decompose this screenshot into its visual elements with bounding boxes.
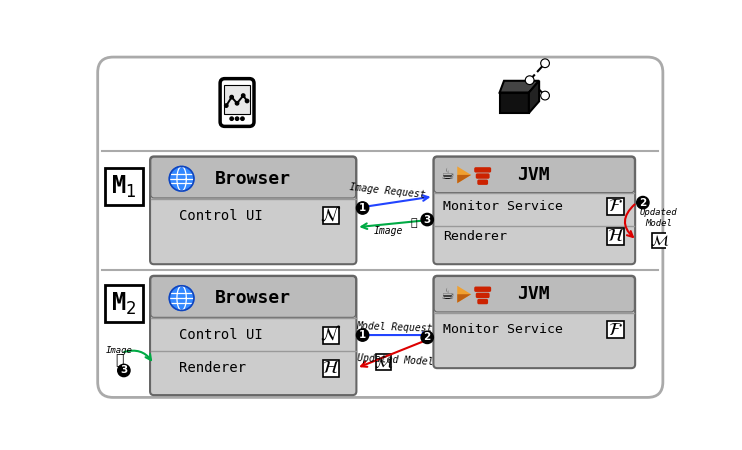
Circle shape — [230, 95, 233, 99]
Text: Browser: Browser — [214, 289, 291, 307]
Polygon shape — [529, 81, 539, 113]
Text: $\mathcal{H}$: $\mathcal{H}$ — [322, 359, 340, 377]
Text: 🌄: 🌄 — [411, 218, 418, 229]
Text: Control UI: Control UI — [180, 209, 263, 223]
Bar — [652, 233, 668, 248]
Circle shape — [421, 213, 433, 226]
FancyBboxPatch shape — [433, 276, 635, 368]
Circle shape — [225, 104, 228, 107]
FancyBboxPatch shape — [476, 292, 490, 298]
FancyBboxPatch shape — [434, 157, 634, 193]
Circle shape — [240, 117, 244, 120]
Text: JVM: JVM — [517, 285, 550, 303]
Bar — [323, 360, 340, 377]
Text: $\mathcal{F}$: $\mathcal{F}$ — [608, 198, 623, 216]
Circle shape — [235, 102, 239, 105]
Text: Renderer: Renderer — [443, 230, 507, 243]
Text: 1: 1 — [359, 203, 367, 213]
Text: 3: 3 — [120, 365, 128, 375]
Text: $\mathcal{M}$: $\mathcal{M}$ — [374, 355, 393, 369]
Circle shape — [356, 202, 369, 214]
Circle shape — [541, 59, 549, 68]
Circle shape — [118, 364, 130, 377]
FancyBboxPatch shape — [477, 180, 488, 185]
Text: 1: 1 — [359, 330, 367, 340]
Bar — [607, 228, 623, 245]
Text: Browser: Browser — [214, 170, 291, 188]
Polygon shape — [457, 166, 471, 183]
Bar — [323, 327, 340, 343]
FancyBboxPatch shape — [434, 277, 634, 312]
FancyBboxPatch shape — [151, 157, 355, 198]
Bar — [105, 285, 143, 322]
Text: 3: 3 — [424, 215, 431, 225]
Circle shape — [637, 197, 649, 209]
Polygon shape — [457, 294, 471, 303]
Text: $\mathcal{H}$: $\mathcal{H}$ — [606, 228, 624, 246]
Circle shape — [246, 99, 249, 103]
Bar — [607, 198, 623, 215]
Text: Updated Model: Updated Model — [356, 353, 433, 368]
Text: $\mathcal{N}$: $\mathcal{N}$ — [321, 325, 341, 345]
Text: M$_1$: M$_1$ — [111, 173, 137, 199]
FancyBboxPatch shape — [150, 157, 356, 264]
FancyBboxPatch shape — [151, 277, 355, 317]
Text: $\mathcal{M}$: $\mathcal{M}$ — [650, 233, 669, 248]
Circle shape — [169, 166, 194, 191]
Text: Updated
Model: Updated Model — [640, 208, 677, 228]
Circle shape — [421, 331, 433, 343]
Polygon shape — [499, 93, 529, 113]
Circle shape — [169, 286, 194, 310]
Bar — [607, 321, 623, 338]
FancyBboxPatch shape — [476, 173, 490, 179]
FancyBboxPatch shape — [150, 276, 356, 395]
Text: JVM: JVM — [517, 166, 550, 184]
Text: Monitor Service: Monitor Service — [443, 200, 562, 213]
Bar — [375, 354, 391, 370]
Circle shape — [541, 91, 549, 100]
Circle shape — [242, 94, 245, 97]
Polygon shape — [457, 286, 471, 303]
Bar — [323, 207, 340, 224]
Polygon shape — [499, 81, 539, 93]
FancyBboxPatch shape — [433, 157, 635, 264]
Text: M$_2$: M$_2$ — [111, 290, 137, 317]
Text: ☕: ☕ — [441, 287, 454, 302]
Text: $\mathcal{N}$: $\mathcal{N}$ — [321, 206, 341, 225]
Text: 2: 2 — [639, 198, 646, 207]
FancyBboxPatch shape — [474, 287, 491, 292]
Bar — [105, 168, 143, 205]
Circle shape — [230, 117, 233, 120]
Bar — [224, 85, 250, 114]
Text: Monitor Service: Monitor Service — [443, 323, 562, 336]
Text: 🌄: 🌄 — [115, 353, 123, 368]
Text: Model Request: Model Request — [357, 321, 433, 334]
Text: Image: Image — [374, 226, 404, 236]
Circle shape — [235, 117, 239, 120]
FancyBboxPatch shape — [98, 57, 663, 397]
FancyBboxPatch shape — [474, 167, 491, 173]
Text: Renderer: Renderer — [180, 361, 246, 375]
Text: $\mathcal{F}$: $\mathcal{F}$ — [608, 321, 623, 339]
Circle shape — [356, 329, 369, 341]
Circle shape — [542, 60, 548, 66]
Text: Image Request: Image Request — [349, 182, 426, 200]
Polygon shape — [457, 175, 471, 183]
Text: ☕: ☕ — [441, 167, 454, 182]
Circle shape — [527, 77, 533, 83]
Text: Image: Image — [106, 346, 133, 355]
FancyBboxPatch shape — [477, 299, 488, 304]
Text: Control UI: Control UI — [180, 328, 263, 342]
FancyBboxPatch shape — [220, 79, 254, 126]
Circle shape — [542, 93, 548, 99]
Text: 2: 2 — [424, 333, 431, 342]
Circle shape — [525, 76, 534, 85]
